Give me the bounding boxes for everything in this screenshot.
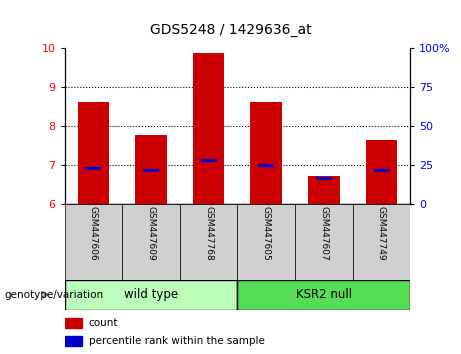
Bar — [77, 102, 109, 204]
Bar — [143, 170, 159, 172]
Bar — [237, 204, 295, 280]
Bar — [85, 167, 101, 170]
Text: GSM447768: GSM447768 — [204, 206, 213, 261]
Bar — [180, 204, 237, 280]
Bar — [122, 204, 180, 280]
Bar — [295, 204, 353, 280]
Text: wild type: wild type — [124, 288, 178, 301]
Bar — [250, 102, 282, 204]
Text: GDS5248 / 1429636_at: GDS5248 / 1429636_at — [150, 23, 311, 37]
Text: KSR2 null: KSR2 null — [296, 288, 352, 301]
Text: GSM447607: GSM447607 — [319, 206, 328, 261]
Bar — [65, 336, 82, 346]
Text: genotype/variation: genotype/variation — [5, 290, 104, 300]
Bar — [316, 177, 332, 179]
Text: percentile rank within the sample: percentile rank within the sample — [89, 336, 265, 346]
Bar — [373, 169, 390, 172]
Text: count: count — [89, 318, 118, 328]
Bar — [237, 280, 410, 310]
Text: GSM447609: GSM447609 — [147, 206, 155, 261]
Bar — [201, 159, 217, 162]
Bar — [65, 204, 122, 280]
Bar — [65, 318, 82, 328]
Bar — [65, 280, 237, 310]
Text: GSM447605: GSM447605 — [262, 206, 271, 261]
Bar — [258, 164, 274, 167]
Bar — [193, 53, 225, 204]
Text: GSM447749: GSM447749 — [377, 206, 386, 261]
Bar — [308, 176, 340, 204]
Bar — [135, 135, 167, 204]
Bar — [366, 141, 397, 204]
Bar — [353, 204, 410, 280]
Text: GSM447606: GSM447606 — [89, 206, 98, 261]
